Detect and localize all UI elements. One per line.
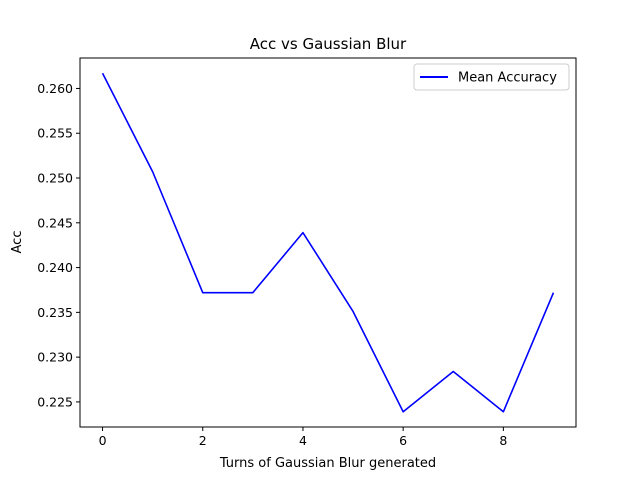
legend: Mean Accuracy — [413, 63, 570, 91]
legend-box — [413, 63, 570, 91]
x-tick-label: 0 — [99, 433, 107, 448]
y-axis-label: Acc — [10, 231, 25, 254]
x-tick-label: 4 — [299, 433, 307, 448]
series-line-mean-accuracy — [101, 72, 555, 413]
legend-label-mean-accuracy: Mean Accuracy — [458, 71, 557, 86]
chart-title: Acc vs Gaussian Blur — [250, 35, 407, 53]
series-layer — [101, 72, 555, 413]
y-tick-label: 0.235 — [37, 305, 73, 320]
plot-area-frame — [79, 57, 577, 428]
y-tick-label: 0.225 — [37, 394, 73, 409]
y-tick-label: 0.260 — [37, 81, 73, 96]
y-tick-label: 0.250 — [37, 171, 73, 186]
y-tick-label: 0.255 — [37, 126, 73, 141]
x-tick-label: 2 — [199, 433, 207, 448]
y-tick-label: 0.230 — [37, 350, 73, 365]
x-axis-ticks: 0 2 4 6 8 — [99, 427, 507, 448]
y-tick-label: 0.240 — [37, 260, 73, 275]
x-tick-label: 8 — [499, 433, 507, 448]
y-tick-label: 0.245 — [37, 215, 73, 230]
y-axis-ticks: 0.225 0.230 0.235 0.240 0.245 0.250 0.255 0.260 — [37, 81, 80, 409]
x-axis-label: Turns of Gaussian Blur generated — [219, 456, 436, 471]
x-tick-label: 6 — [399, 433, 407, 448]
